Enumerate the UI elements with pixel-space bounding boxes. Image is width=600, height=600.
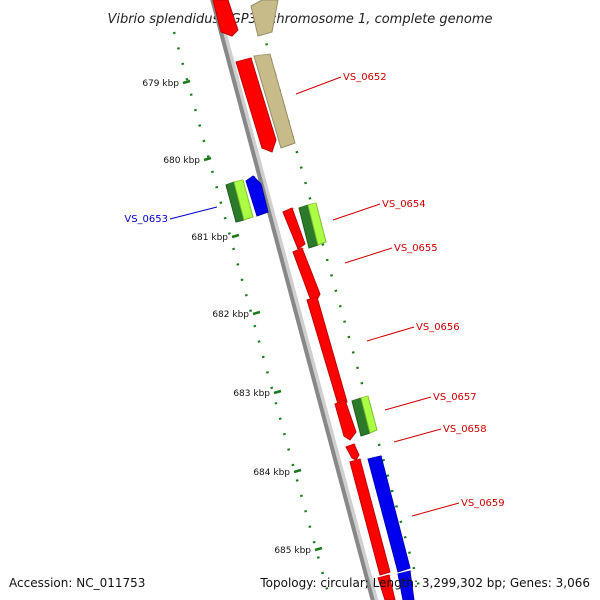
- gene-label: VS_0652: [343, 72, 387, 83]
- cds-block: [212, 0, 239, 37]
- major-tick: [203, 156, 212, 162]
- cds-block-vs-0653-highlight: [234, 180, 246, 182]
- gene-label: VS_0654: [382, 199, 426, 210]
- gene-leader-line: [344, 247, 393, 264]
- gene-label: VS_0656: [416, 322, 460, 333]
- tick-label: 684 kbp: [253, 468, 290, 478]
- cds-block-vs-0658-highlight: [346, 444, 357, 447]
- cds-block-vs-0654-highlight: [283, 208, 295, 212]
- cds-block-vs-0657: [334, 399, 357, 441]
- label-layer: VS_0652 VS_0653 VS_0654 VS_0655 VS_0656 VS_06…: [124, 72, 505, 517]
- tick-label: 679 kbp: [142, 79, 179, 89]
- gene-block-vs-0652-highlight: [254, 54, 273, 56]
- gene-leader-line: [384, 396, 432, 411]
- cds-block-vs-0656: [306, 296, 348, 405]
- gene-leader-line: [169, 206, 218, 220]
- major-tick: [293, 468, 302, 474]
- cds-block-vs-0657-highlight: [335, 400, 348, 404]
- gene-label: VS_0657: [433, 392, 477, 403]
- cds-block-highlight: [398, 571, 413, 574]
- cds-block-vs-0659-blue-highlight: [368, 456, 384, 459]
- gene-block: [250, 0, 279, 37]
- cds-block-vs-0652-highlight: [236, 58, 254, 62]
- major-tick: [273, 389, 282, 395]
- major-tick: [231, 233, 240, 239]
- gene-label: VS_0659: [461, 498, 505, 509]
- backbone-line: [210, 0, 375, 600]
- cds-block-vs-0655: [292, 247, 321, 301]
- gene-leader-line: [295, 76, 342, 95]
- cds-block-vs-0658: [345, 443, 360, 461]
- gene-leader-line: [393, 428, 442, 443]
- cds-block-vs-0653-blue: [245, 175, 269, 217]
- backbone-layer: [210, 0, 379, 600]
- cds-block-vs-0657-light-highlight: [361, 396, 371, 398]
- genome-summary-text: Topology: circular; Length: 3,299,302 bp…: [260, 576, 590, 590]
- gene-leader-line: [332, 203, 381, 221]
- cds-block-vs-0654: [282, 207, 306, 250]
- tick-label: 683 kbp: [233, 389, 270, 399]
- accession-text: Accession: NC_011753: [9, 576, 146, 590]
- tick-label: 685 kbp: [274, 546, 311, 556]
- cds-block-highlight: [378, 575, 392, 578]
- gene-label: VS_0653: [124, 214, 168, 225]
- cds-block-vs-0656-highlight: [307, 297, 320, 300]
- cds-block-vs-0659-blue: [367, 455, 411, 573]
- cds-block-vs-0659-highlight: [350, 459, 363, 462]
- map-title: Vibrio splendidus LGP32 chromosome 1, co…: [107, 12, 492, 27]
- feature-layer: [212, 0, 415, 600]
- cds-block-vs-0653-blue-highlight: [246, 176, 256, 181]
- cds-block-vs-0657-light: [360, 395, 378, 434]
- tick-label: 682 kbp: [212, 310, 249, 320]
- gene-label: VS_0658: [443, 424, 487, 435]
- gene-label: VS_0655: [394, 243, 438, 254]
- left-dotted-rail: [172, 31, 332, 600]
- tick-label: 680 kbp: [163, 156, 200, 166]
- gene-leader-line: [366, 326, 415, 342]
- major-tick: [252, 310, 261, 316]
- cds-block-vs-0655-highlight: [293, 248, 305, 252]
- major-tick: [314, 546, 323, 552]
- cds-block-vs-0654-light-highlight: [308, 203, 319, 205]
- major-tick: [182, 79, 191, 85]
- gene-leader-line: [411, 502, 460, 517]
- cds-block-vs-0659: [349, 458, 391, 576]
- tick-label: 681 kbp: [191, 233, 228, 243]
